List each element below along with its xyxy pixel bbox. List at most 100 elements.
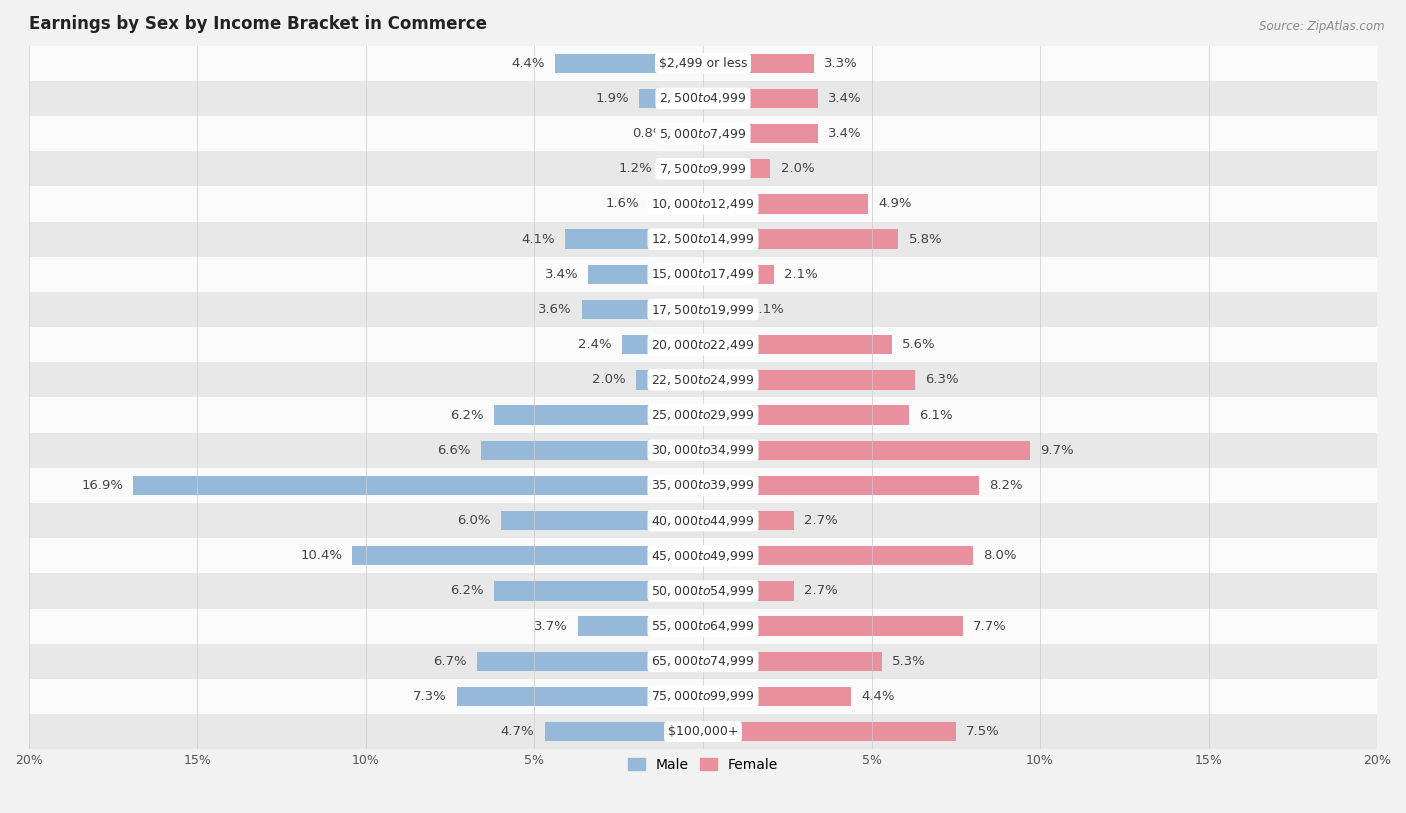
Text: $40,000 to $44,999: $40,000 to $44,999 <box>651 514 755 528</box>
Text: 6.2%: 6.2% <box>450 585 484 598</box>
Text: 1.1%: 1.1% <box>751 303 785 316</box>
Bar <box>703 159 770 179</box>
Bar <box>638 89 703 108</box>
Text: 3.3%: 3.3% <box>824 57 858 70</box>
Bar <box>30 609 1376 644</box>
Bar <box>30 46 1376 80</box>
Bar <box>30 151 1376 186</box>
Text: 2.7%: 2.7% <box>804 585 838 598</box>
Bar <box>481 441 703 460</box>
Text: 3.4%: 3.4% <box>828 127 862 140</box>
Bar <box>30 503 1376 538</box>
Text: 7.3%: 7.3% <box>413 690 447 703</box>
Text: 6.0%: 6.0% <box>457 514 491 527</box>
Bar <box>703 511 794 530</box>
Text: 5.6%: 5.6% <box>901 338 935 351</box>
Text: 2.1%: 2.1% <box>785 267 818 280</box>
Bar <box>703 406 908 424</box>
Text: $50,000 to $54,999: $50,000 to $54,999 <box>651 584 755 598</box>
Bar <box>494 581 703 601</box>
Bar <box>703 687 851 706</box>
Text: $65,000 to $74,999: $65,000 to $74,999 <box>651 654 755 668</box>
Bar <box>555 54 703 73</box>
Text: 16.9%: 16.9% <box>82 479 124 492</box>
Bar <box>30 538 1376 573</box>
Bar <box>703 335 891 354</box>
Text: $2,499 or less: $2,499 or less <box>659 57 747 70</box>
Bar <box>565 229 703 249</box>
Bar <box>501 511 703 530</box>
Text: 1.2%: 1.2% <box>619 163 652 176</box>
Text: 4.4%: 4.4% <box>512 57 544 70</box>
Text: 10.4%: 10.4% <box>301 550 343 563</box>
Bar <box>703 89 818 108</box>
Bar <box>578 616 703 636</box>
Text: 8.0%: 8.0% <box>983 550 1017 563</box>
Text: $100,000+: $100,000+ <box>668 725 738 738</box>
Text: $25,000 to $29,999: $25,000 to $29,999 <box>651 408 755 422</box>
Bar <box>703 370 915 389</box>
Bar <box>30 363 1376 398</box>
Text: 4.7%: 4.7% <box>501 725 534 738</box>
Text: $55,000 to $64,999: $55,000 to $64,999 <box>651 620 755 633</box>
Bar <box>134 476 703 495</box>
Text: 6.3%: 6.3% <box>925 373 959 386</box>
Bar <box>30 433 1376 467</box>
Text: 8.2%: 8.2% <box>990 479 1024 492</box>
Text: $5,000 to $7,499: $5,000 to $7,499 <box>659 127 747 141</box>
Text: 5.8%: 5.8% <box>908 233 942 246</box>
Bar <box>676 124 703 143</box>
Bar <box>703 229 898 249</box>
Text: 4.9%: 4.9% <box>879 198 911 211</box>
Text: 1.9%: 1.9% <box>595 92 628 105</box>
Bar <box>703 194 868 214</box>
Bar <box>30 292 1376 327</box>
Text: 3.4%: 3.4% <box>544 267 578 280</box>
Bar <box>703 124 818 143</box>
Text: $35,000 to $39,999: $35,000 to $39,999 <box>651 478 755 493</box>
Text: Source: ZipAtlas.com: Source: ZipAtlas.com <box>1260 20 1385 33</box>
Text: $22,500 to $24,999: $22,500 to $24,999 <box>651 373 755 387</box>
Bar <box>650 194 703 214</box>
Text: $10,000 to $12,499: $10,000 to $12,499 <box>651 197 755 211</box>
Text: 3.7%: 3.7% <box>534 620 568 633</box>
Text: 4.4%: 4.4% <box>862 690 894 703</box>
Bar <box>30 398 1376 433</box>
Bar <box>703 441 1031 460</box>
Text: $20,000 to $22,499: $20,000 to $22,499 <box>651 337 755 352</box>
Text: 4.1%: 4.1% <box>522 233 555 246</box>
Bar <box>30 80 1376 116</box>
Text: 9.7%: 9.7% <box>1040 444 1074 457</box>
Text: 2.0%: 2.0% <box>780 163 814 176</box>
Bar <box>703 300 740 320</box>
Text: 7.7%: 7.7% <box>973 620 1007 633</box>
Text: 6.7%: 6.7% <box>433 654 467 667</box>
Bar <box>621 335 703 354</box>
Text: $12,500 to $14,999: $12,500 to $14,999 <box>651 233 755 246</box>
Bar <box>703 54 814 73</box>
Text: $2,500 to $4,999: $2,500 to $4,999 <box>659 91 747 106</box>
Bar <box>30 327 1376 363</box>
Bar <box>30 116 1376 151</box>
Bar <box>703 652 882 671</box>
Bar <box>30 644 1376 679</box>
Text: $7,500 to $9,999: $7,500 to $9,999 <box>659 162 747 176</box>
Text: 6.2%: 6.2% <box>450 409 484 422</box>
Legend: Male, Female: Male, Female <box>623 752 783 777</box>
Bar <box>703 265 773 284</box>
Bar <box>703 722 956 741</box>
Text: $75,000 to $99,999: $75,000 to $99,999 <box>651 689 755 703</box>
Text: 2.4%: 2.4% <box>578 338 612 351</box>
Bar <box>703 581 794 601</box>
Text: 6.1%: 6.1% <box>918 409 952 422</box>
Text: $30,000 to $34,999: $30,000 to $34,999 <box>651 443 755 457</box>
Text: $15,000 to $17,499: $15,000 to $17,499 <box>651 267 755 281</box>
Bar <box>662 159 703 179</box>
Bar <box>703 616 963 636</box>
Bar <box>457 687 703 706</box>
Bar <box>494 406 703 424</box>
Text: 3.4%: 3.4% <box>828 92 862 105</box>
Bar <box>30 257 1376 292</box>
Bar <box>582 300 703 320</box>
Text: 2.7%: 2.7% <box>804 514 838 527</box>
